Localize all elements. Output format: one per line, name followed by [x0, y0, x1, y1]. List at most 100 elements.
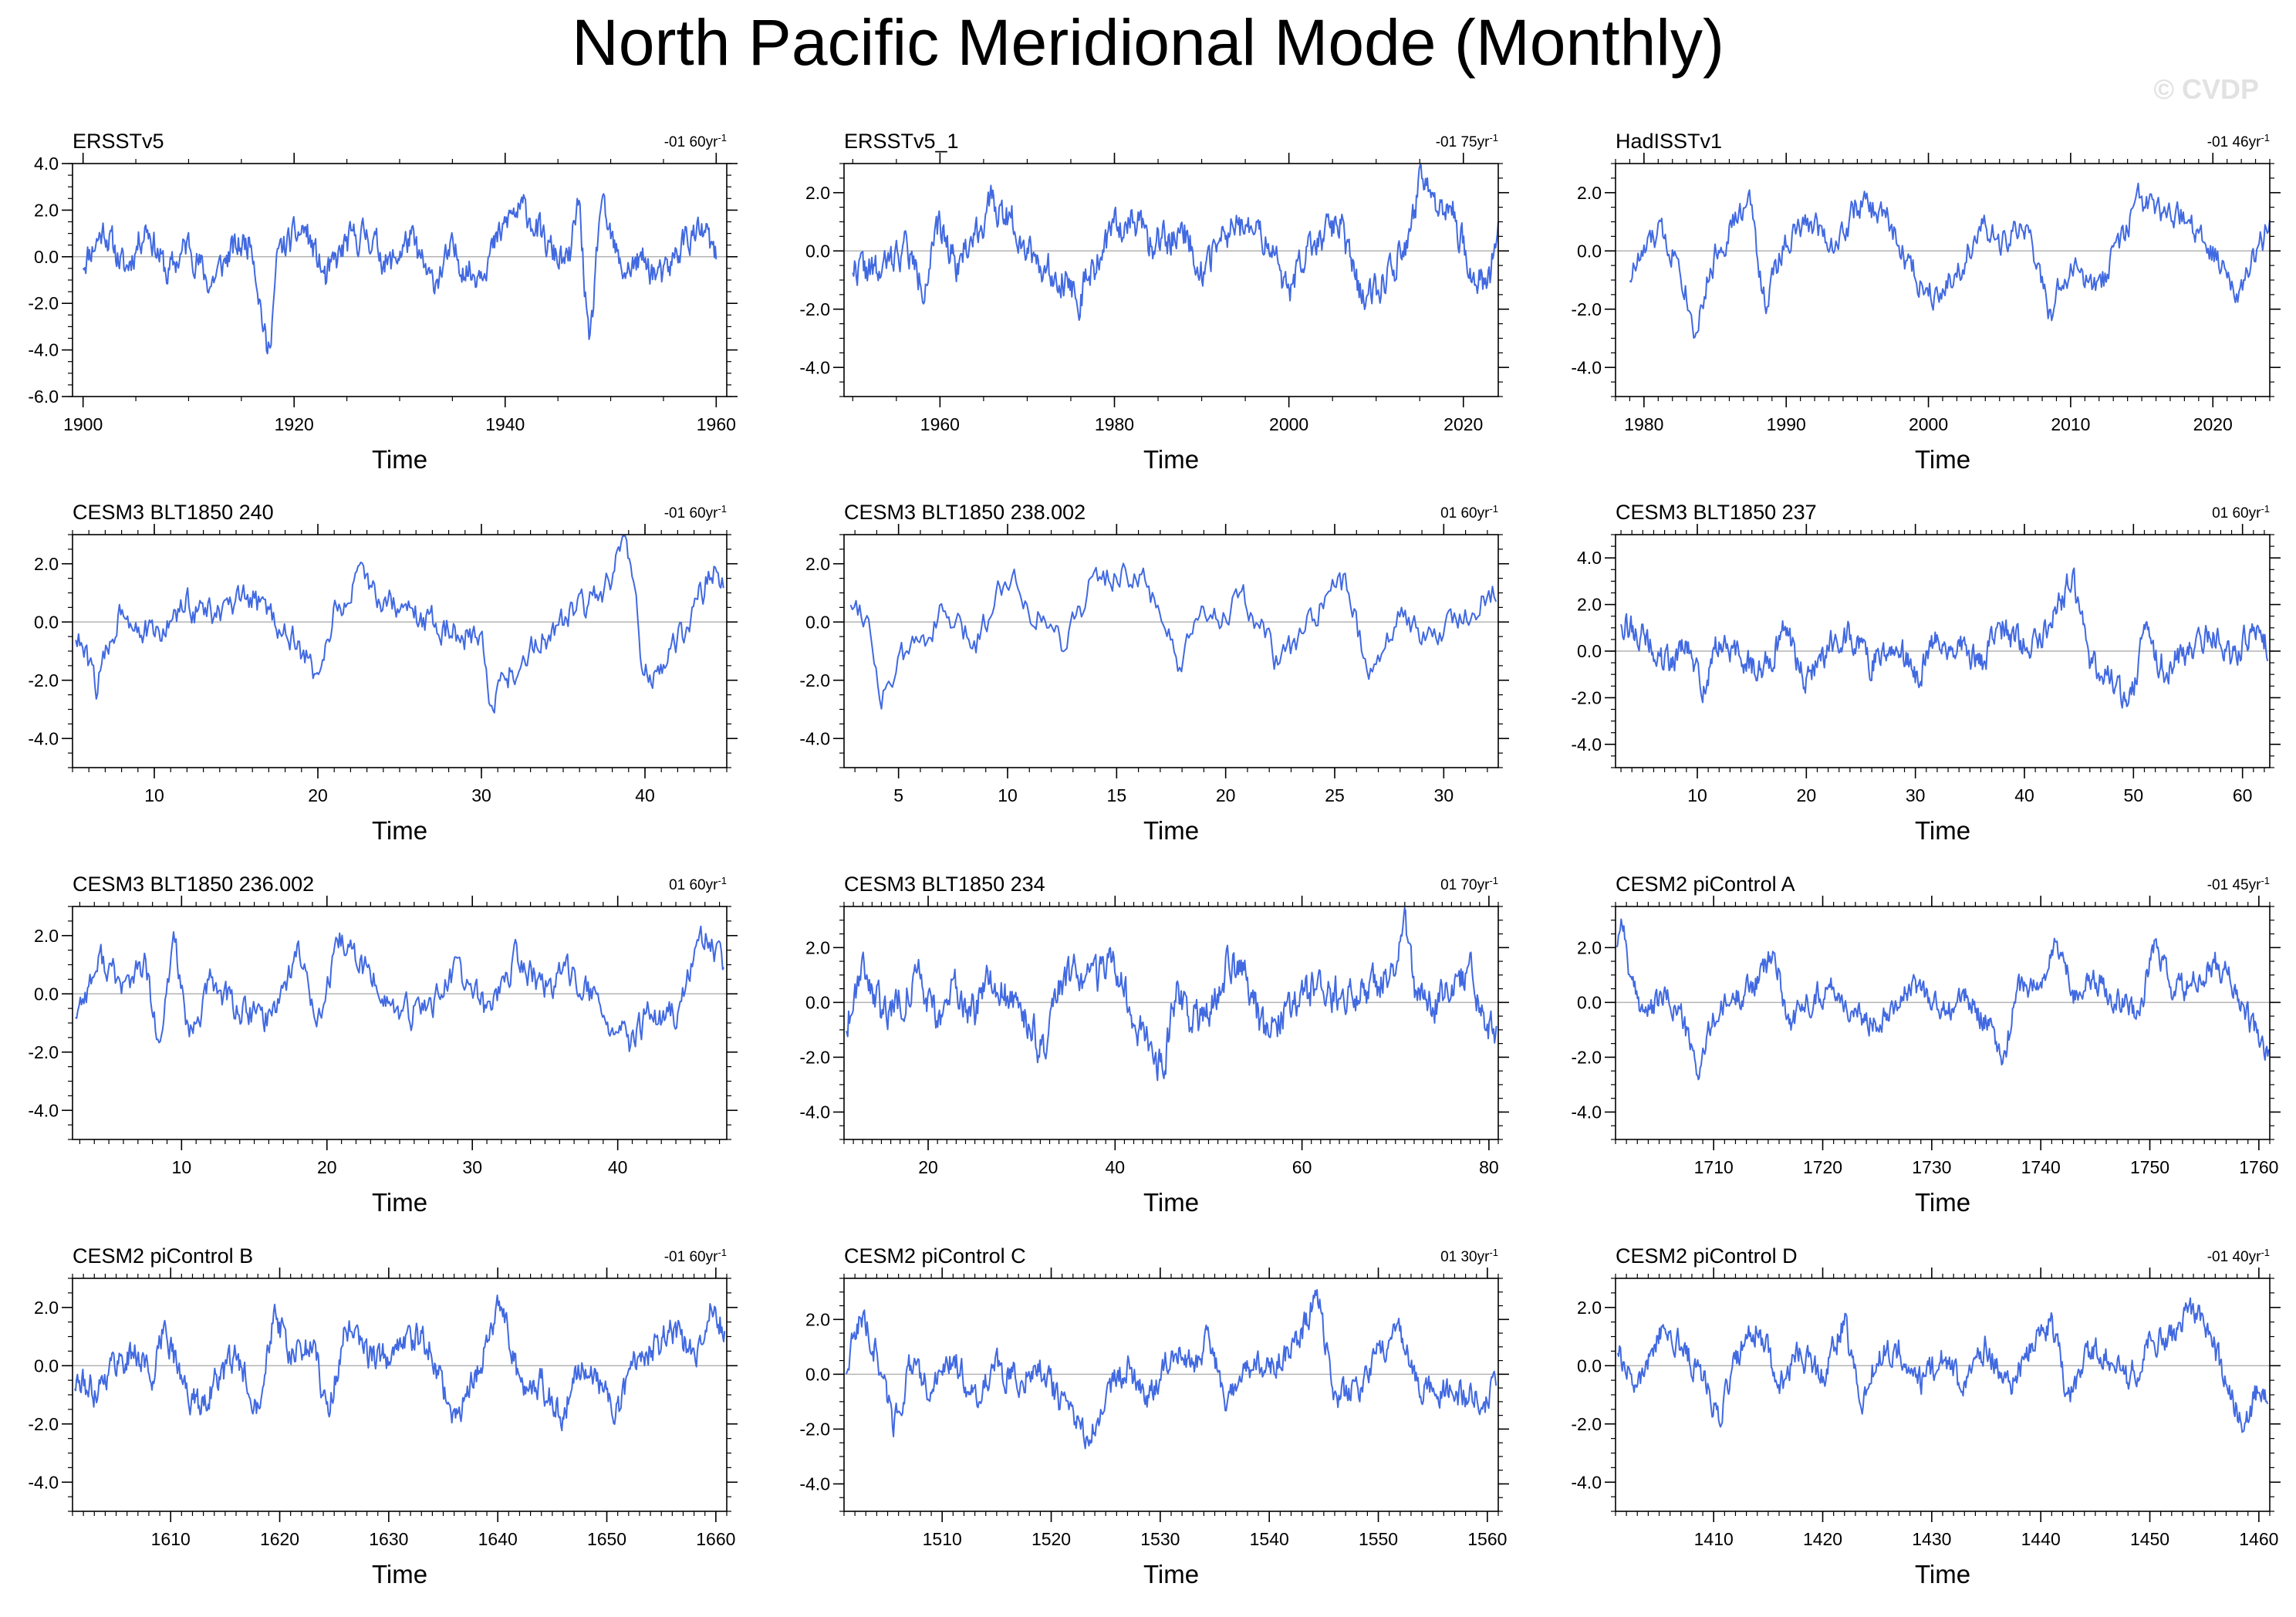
trend-label: 01 30yr-1 — [1440, 1247, 1498, 1266]
trend-label-exponent: -1 — [2261, 132, 2270, 143]
x-tick-label: 1920 — [275, 414, 314, 434]
y-tick-label: -2.0 — [1571, 299, 1602, 319]
x-tick-label: 1640 — [478, 1529, 518, 1549]
panel-title: CESM2 piControl C — [844, 1244, 1026, 1268]
x-tick-label: 1740 — [2021, 1157, 2061, 1177]
panel-title: HadISSTv1 — [1616, 130, 1722, 153]
y-tick-label: -2.0 — [28, 1042, 59, 1062]
x-axis-label: Time — [1143, 1188, 1199, 1217]
panel-title: CESM3 BLT1850 238.002 — [844, 501, 1086, 524]
x-tick-label: 60 — [2233, 785, 2253, 805]
y-tick-label: 2.0 — [1577, 1298, 1602, 1318]
panel-title: ERSSTv5 — [73, 130, 164, 153]
trend-label-exponent: -1 — [718, 132, 727, 143]
x-tick-label: 50 — [2124, 785, 2144, 805]
chart-panel-12: CESM2 piControl D -01 40yr-1 1410 1420 1430 1… — [1571, 1244, 2281, 1588]
series-line — [849, 562, 1497, 710]
y-tick-label: -2.0 — [28, 1414, 59, 1434]
x-tick-label: 20 — [918, 1157, 938, 1177]
x-tick-label: 1620 — [260, 1529, 299, 1549]
x-tick-label: 1530 — [1140, 1529, 1180, 1549]
x-tick-label: 1420 — [1803, 1529, 1842, 1549]
trend-label: 01 60yr-1 — [1440, 503, 1498, 522]
x-tick-label: 80 — [1479, 1157, 1499, 1177]
y-tick-label: -4.0 — [1571, 357, 1602, 377]
x-tick-label: 1660 — [696, 1529, 735, 1549]
chart-panel-7: CESM3 BLT1850 236.002 01 60yr-1 10 20 30 40 -4… — [28, 873, 738, 1217]
x-tick-label: 1540 — [1250, 1529, 1289, 1549]
trend-label-exponent: -1 — [718, 1247, 727, 1258]
panel-grid: ERSSTv5 -01 60yr-1 1900 1920 1940 1960 -6.0 -4.… — [28, 130, 2281, 1588]
x-tick-label: 1460 — [2239, 1529, 2278, 1549]
trend-label-exponent: -1 — [1489, 132, 1498, 143]
x-tick-label: 1940 — [485, 414, 525, 434]
y-tick-label: -2.0 — [1571, 687, 1602, 707]
x-tick-label: 1510 — [923, 1529, 962, 1549]
x-tick-label: 1550 — [1359, 1529, 1398, 1549]
x-tick-label: 1450 — [2130, 1529, 2169, 1549]
y-tick-label: 0.0 — [34, 247, 59, 267]
x-tick-label: 20 — [317, 1157, 337, 1177]
x-tick-label: 1710 — [1694, 1157, 1734, 1177]
x-axis-label: Time — [1915, 445, 1970, 474]
x-tick-label: 1440 — [2021, 1529, 2061, 1549]
x-tick-label: 1720 — [1803, 1157, 1842, 1177]
series-line — [75, 535, 724, 714]
x-tick-label: 25 — [1325, 785, 1345, 805]
chart-panel-5: CESM3 BLT1850 238.002 01 60yr-1 5 10 15 20 25 3… — [799, 501, 1509, 845]
x-tick-label: 1750 — [2130, 1157, 2169, 1177]
x-tick-label: 1730 — [1912, 1157, 1951, 1177]
y-tick-label: -4.0 — [28, 1472, 59, 1492]
x-tick-label: 1630 — [369, 1529, 408, 1549]
y-tick-label: 0.0 — [805, 612, 830, 632]
y-tick-label: 0.0 — [1577, 641, 1602, 661]
x-tick-label: 1760 — [2239, 1157, 2278, 1177]
y-tick-label: -4.0 — [799, 357, 830, 377]
x-tick-label: 1980 — [1624, 414, 1663, 434]
y-tick-label: 0.0 — [34, 984, 59, 1004]
x-tick-label: 5 — [893, 785, 903, 805]
x-axis-label: Time — [372, 445, 427, 474]
y-tick-label: 2.0 — [805, 1309, 830, 1329]
chart-panel-8: CESM3 BLT1850 234 01 70yr-1 20 40 60 80 -4.0 -2… — [799, 873, 1509, 1217]
panel-title: ERSSTv5_1 — [844, 130, 959, 153]
x-tick-label: 30 — [1906, 785, 1926, 805]
trend-label-exponent: -1 — [1489, 1247, 1498, 1258]
panel-title: CESM2 piControl D — [1616, 1244, 1798, 1268]
series-line — [1616, 918, 2270, 1081]
x-tick-label: 1900 — [63, 414, 103, 434]
panel-title: CESM3 BLT1850 240 — [73, 501, 274, 524]
trend-label: 01 60yr-1 — [2212, 503, 2270, 522]
x-tick-label: 10 — [144, 785, 164, 805]
x-tick-label: 20 — [1216, 785, 1236, 805]
x-tick-label: 10 — [998, 785, 1018, 805]
chart-panel-2: ERSSTv5_1 -01 75yr-1 1960 1980 2000 2020 -4.0 -… — [799, 130, 1509, 474]
x-tick-label: 2010 — [2051, 414, 2090, 434]
x-tick-label: 1980 — [1095, 414, 1134, 434]
y-tick-label: -4.0 — [799, 1474, 830, 1494]
x-tick-label: 40 — [608, 1157, 628, 1177]
x-axis-label: Time — [372, 1560, 427, 1588]
x-tick-label: 2000 — [1909, 414, 1948, 434]
series-line — [845, 1288, 1497, 1450]
x-tick-label: 30 — [462, 1157, 482, 1177]
chart-panel-3: HadISSTv1 -01 46yr-1 1980 1990 2000 2010 2020 -… — [1571, 130, 2281, 474]
y-tick-label: -2.0 — [1571, 1047, 1602, 1067]
x-axis-label: Time — [1143, 1560, 1199, 1588]
figure-title: North Pacific Meridional Mode (Monthly) — [572, 6, 1724, 79]
x-tick-label: 40 — [2014, 785, 2034, 805]
x-tick-label: 30 — [471, 785, 491, 805]
x-tick-label: 10 — [172, 1157, 192, 1177]
y-tick-label: -2.0 — [799, 670, 830, 690]
trend-label: -01 60yr-1 — [664, 503, 727, 522]
series-line — [845, 906, 1497, 1082]
x-axis-label: Time — [1143, 445, 1199, 474]
x-tick-label: 1610 — [151, 1529, 191, 1549]
trend-label: -01 46yr-1 — [2207, 132, 2270, 151]
trend-label: -01 60yr-1 — [664, 132, 727, 151]
x-tick-label: 1430 — [1912, 1529, 1951, 1549]
x-tick-label: 60 — [1292, 1157, 1312, 1177]
y-tick-label: -4.0 — [28, 728, 59, 748]
x-tick-label: 1520 — [1032, 1529, 1071, 1549]
y-tick-label: 2.0 — [34, 1298, 59, 1318]
